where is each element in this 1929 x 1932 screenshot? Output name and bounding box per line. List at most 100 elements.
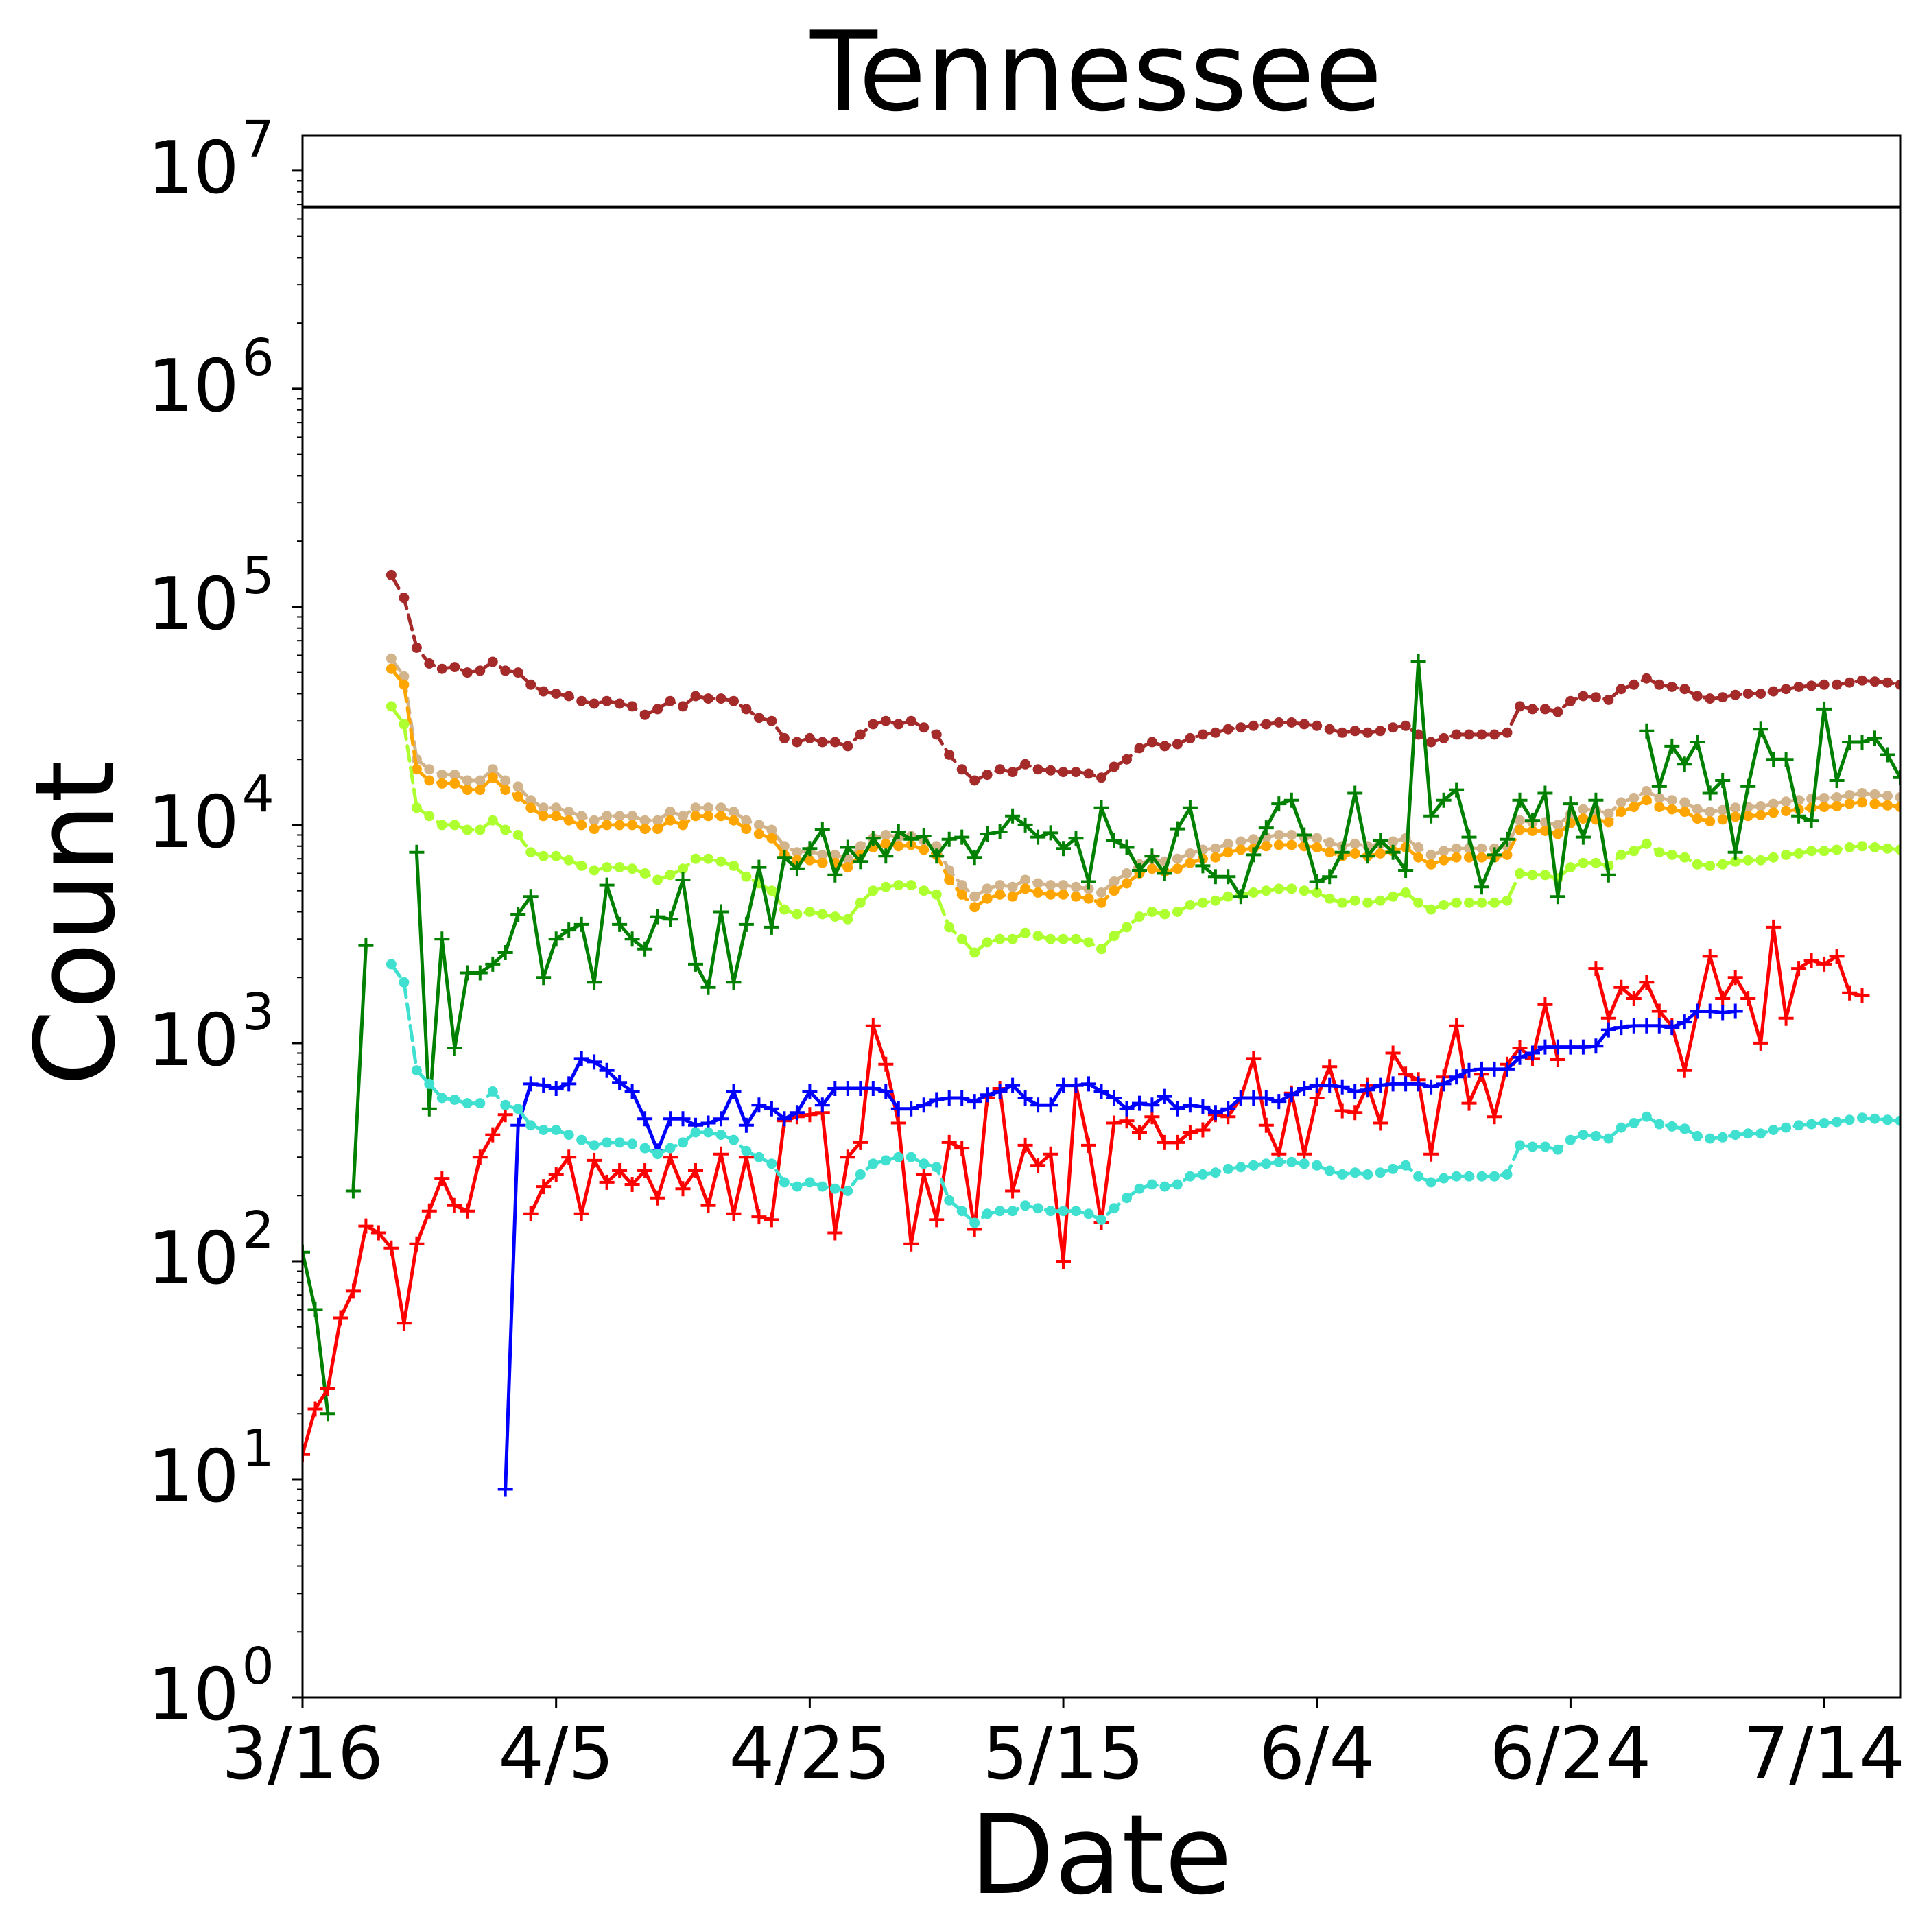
series-2-point [919,844,930,855]
series-1-point [1603,808,1614,819]
series-6-point [1157,1088,1172,1104]
series-6-point [1373,1077,1388,1093]
series-4-point [434,931,450,947]
series-3-point [1083,937,1094,948]
series-2-point [1781,805,1792,816]
series-5-point [675,1181,691,1197]
series-4-point [1081,874,1096,890]
series-0-point [462,667,473,678]
series-3-point [1705,860,1716,871]
series-7-point [665,1143,676,1154]
series-3-point [487,815,498,826]
series-2-point [817,857,828,868]
series-0-point [1679,684,1690,695]
series-5-point [1677,1062,1692,1078]
series-0-point [1755,689,1766,699]
series-5-point [460,1203,475,1219]
series-5-point [1550,1052,1565,1067]
series-4-point [497,945,513,960]
series-3-point [1045,933,1056,944]
series-0-point [1806,680,1817,691]
series-3-point [500,824,511,835]
series-4-point [345,1183,361,1199]
x-axis-label: Date [970,1791,1232,1919]
series-0-point [715,693,726,704]
series-2-point [462,785,473,796]
series-5-point [1423,1146,1439,1162]
series-7-point [1489,1171,1500,1182]
series-0-point [1502,727,1513,738]
series-7-point [1806,1119,1817,1130]
series-0-point [817,737,828,748]
series-2-point [1819,802,1830,813]
series-1-point [1032,878,1043,889]
series-1-point [792,847,803,858]
series-6-point [1017,1090,1033,1106]
series-3-point [1032,931,1043,942]
series-4-point [1436,792,1452,808]
y-tick-label: 103 [147,983,274,1082]
series-3-point [1895,844,1900,855]
series-1-point [969,891,980,902]
series-1-point [1641,786,1652,796]
series-6-point [1537,1039,1553,1055]
series-6-point [1271,1094,1287,1110]
series-4-point [1778,752,1794,767]
series-1-point [627,811,638,822]
series-0-point [1641,673,1652,684]
series-3-point [690,853,701,864]
series-2-point [487,772,498,783]
series-3-point [880,881,891,892]
series-4-point [1258,820,1274,836]
series-1-point [1552,820,1563,831]
series-6-point [1119,1101,1135,1117]
series-1-point [1210,843,1221,854]
series-4-point [777,850,792,866]
series-0 [386,569,1900,786]
series-4-point [637,941,653,957]
series-1-point [1451,843,1462,854]
series-2-point [525,802,536,813]
series-5-point [333,1310,348,1326]
series-2-point [944,874,955,885]
series-1-point [1071,881,1081,892]
series-1-point [1007,881,1018,892]
series-1-point [956,880,967,891]
series-3-point [1197,897,1208,908]
series-7-point [1197,1169,1208,1180]
series-4-point [1309,874,1325,890]
series-4-point [916,828,932,844]
series-5-point [827,1225,843,1241]
series-6-point [738,1117,754,1133]
series-4-point [573,916,589,932]
series-5-point [624,1177,640,1192]
series-0-point [1464,729,1474,740]
series-0-point [1730,689,1741,700]
series-7-point [627,1138,638,1149]
series-3-point [1819,846,1830,857]
series-6-point [1550,1039,1565,1055]
series-3-point [1159,909,1170,920]
series-4-point [1132,863,1147,878]
series-6-point [954,1090,970,1106]
series-3-point [982,937,993,948]
series-4-point [1639,723,1655,739]
series-6-point [1715,1005,1731,1021]
series-4-point [1030,829,1046,845]
series-5-point [700,1197,716,1213]
series-1-point [829,849,840,860]
series-5-point [573,1206,589,1221]
series-2-point [500,785,511,796]
series-5-point [1778,1010,1794,1026]
series-0-point [399,593,410,604]
series-6-point [1297,1081,1312,1096]
series-1-point [639,815,650,826]
series-2-point [1146,863,1157,874]
series-0-point [1832,679,1843,690]
series-7-point [1742,1128,1753,1139]
series-6-point [840,1081,855,1096]
series-1-point [1819,793,1830,803]
series-4-point [1195,858,1211,874]
series-6-point [1309,1077,1325,1093]
series-0-point [1603,694,1614,705]
